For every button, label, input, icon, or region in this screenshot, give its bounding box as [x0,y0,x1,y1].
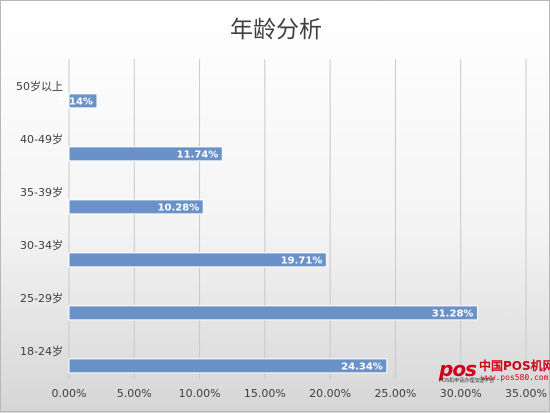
site-watermark: pos 中国POS机网 www.pos580.com POS机申请办理加盟平台 [439,357,550,385]
x-tick-label: 30.00% [440,387,482,400]
chart-title: 年龄分析 [230,17,322,43]
x-tick-label: 0.00% [52,387,87,400]
x-tick-label: 35.00% [505,387,547,400]
bar [68,305,478,321]
data-label: 24.34% [341,361,383,372]
grid-lines [68,59,527,379]
category-label: 40-49岁 [20,132,63,146]
x-tick-label: 20.00% [309,387,351,400]
bar [68,358,388,374]
bars: 2.14% 11.74% 10.28% 19.71% 31.28% 24.34% [58,93,478,374]
category-label: 25-29岁 [20,291,63,305]
category-labels: 50岁以上 40-49岁 35-39岁 30-34岁 25-29岁 18-24岁 [16,79,63,358]
data-label: 31.28% [432,308,474,319]
bar [68,146,223,162]
watermark-logo: pos [439,357,477,381]
data-label: 19.71% [281,255,323,266]
x-tick-label: 5.00% [117,387,152,400]
x-tick-label: 25.00% [374,387,416,400]
category-label: 50岁以上 [16,79,63,93]
category-label: 18-24岁 [20,344,63,358]
data-label: 11.74% [177,149,219,160]
watermark-slogan: POS机申请办理加盟平台 [439,378,495,384]
x-axis-tick-labels: 0.00% 5.00% 10.00% 15.00% 20.00% 25.00% 30.00%… [52,387,547,400]
x-tick-label: 10.00% [179,387,221,400]
data-label: 2.14% [58,96,93,107]
bar [68,252,327,268]
x-tick-label: 15.00% [244,387,286,400]
bar [68,93,98,109]
watermark-url: www.pos580.com [481,373,549,382]
watermark-site-name: 中国POS机网 [479,359,550,373]
data-label: 10.28% [158,202,200,213]
bar [68,199,204,215]
category-label: 30-34岁 [20,238,63,252]
category-label: 35-39岁 [20,185,63,199]
